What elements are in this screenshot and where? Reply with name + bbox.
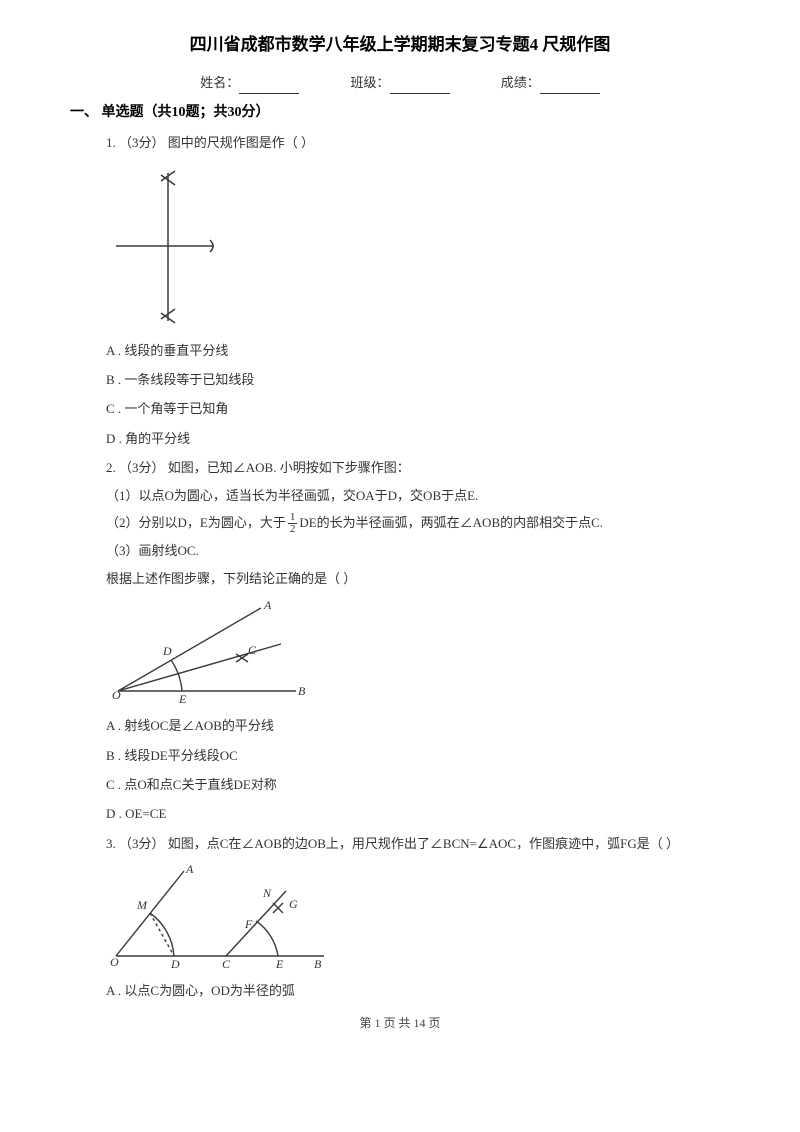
q1-figure <box>106 161 730 331</box>
q2-option-c: C . 点O和点C关于直线DE对称 <box>106 773 730 796</box>
q2-step2: （2）分别以D，E为圆心，大于12DE的长为半径画弧，两弧在∠AOB的内部相交于… <box>106 511 730 536</box>
q3-figure: O A M D C N F G E B <box>106 861 730 971</box>
field-row: 姓名： 班级： 成绩： <box>70 71 730 94</box>
score-label: 成绩： <box>501 75 540 90</box>
q2-option-b: B . 线段DE平分线段OC <box>106 744 730 767</box>
q2-step1: （1）以点O为圆心，适当长为半径画弧，交OA于D，交OB于点E. <box>106 484 730 507</box>
question-2: 2. （3分） 如图，已知∠AOB. 小明按如下步骤作图： （1）以点O为圆心，… <box>106 456 730 826</box>
label-d3: D <box>170 957 180 971</box>
label-n: N <box>262 886 272 900</box>
label-a3: A <box>185 862 194 876</box>
footer-total: 14 <box>414 1016 426 1030</box>
q2-figure: O A B D E C <box>106 596 730 706</box>
section-number: 一、 <box>70 105 98 120</box>
q1-option-d: D . 角的平分线 <box>106 427 730 450</box>
q1-option-a: A . 线段的垂直平分线 <box>106 339 730 362</box>
label-e: E <box>178 692 187 706</box>
q2-header: 2. （3分） 如图，已知∠AOB. 小明按如下步骤作图： <box>106 456 730 479</box>
q1-option-c: C . 一个角等于已知角 <box>106 397 730 420</box>
page-title: 四川省成都市数学八年级上学期期末复习专题4 尺规作图 <box>70 30 730 61</box>
q2-step2-a: （2）分别以D，E为圆心，大于 <box>106 515 286 530</box>
class-label: 班级： <box>350 75 389 90</box>
label-a: A <box>263 598 272 612</box>
q2-step3: （3）画射线OC. <box>106 539 730 562</box>
label-b: B <box>298 684 306 698</box>
label-c3: C <box>222 957 231 971</box>
label-o: O <box>112 688 121 702</box>
label-c: C <box>248 643 257 657</box>
label-d: D <box>162 644 172 658</box>
footer-current: 1 <box>374 1016 380 1030</box>
fraction-den: 2 <box>288 524 298 535</box>
label-e3: E <box>275 957 284 971</box>
q2-conclusion: 根据上述作图步骤，下列结论正确的是（ ） <box>106 567 730 590</box>
q2-option-d: D . OE=CE <box>106 802 730 825</box>
label-b3: B <box>314 957 322 971</box>
footer-text-b: 页 共 <box>383 1016 410 1030</box>
q2-step2-b: DE的长为半径画弧，两弧在∠AOB的内部相交于点C. <box>299 515 603 530</box>
class-blank <box>390 79 450 94</box>
name-blank <box>239 79 299 94</box>
q2-option-a: A . 射线OC是∠AOB的平分线 <box>106 714 730 737</box>
footer-text-a: 第 <box>359 1016 371 1030</box>
q1-option-b: B . 一条线段等于已知线段 <box>106 368 730 391</box>
question-3: 3. （3分） 如图，点C在∠AOB的边OB上，用尺规作出了∠BCN=∠AOC，… <box>106 832 730 1003</box>
section-header: 一、 单选题（共10题；共30分） <box>70 100 730 125</box>
q3-option-a: A . 以点C为圆心，OD为半径的弧 <box>106 979 730 1002</box>
section-title: 单选题（共10题；共30分） <box>102 105 270 120</box>
score-field: 成绩： <box>501 71 600 94</box>
question-1: 1. （3分） 图中的尺规作图是作（ ） A . 线段的垂直平分线 B . 一条… <box>106 131 730 450</box>
label-o3: O <box>110 955 119 969</box>
class-field: 班级： <box>350 71 449 94</box>
page-footer: 第 1 页 共 14 页 <box>70 1013 730 1035</box>
label-f: F <box>244 917 253 931</box>
q3-header: 3. （3分） 如图，点C在∠AOB的边OB上，用尺规作出了∠BCN=∠AOC，… <box>106 832 730 855</box>
fraction-icon: 12 <box>288 512 298 535</box>
label-g: G <box>289 897 298 911</box>
name-field: 姓名： <box>200 71 299 94</box>
footer-text-c: 页 <box>429 1016 441 1030</box>
score-blank <box>540 79 600 94</box>
label-m: M <box>136 898 148 912</box>
name-label: 姓名： <box>200 75 239 90</box>
q1-header: 1. （3分） 图中的尺规作图是作（ ） <box>106 131 730 154</box>
